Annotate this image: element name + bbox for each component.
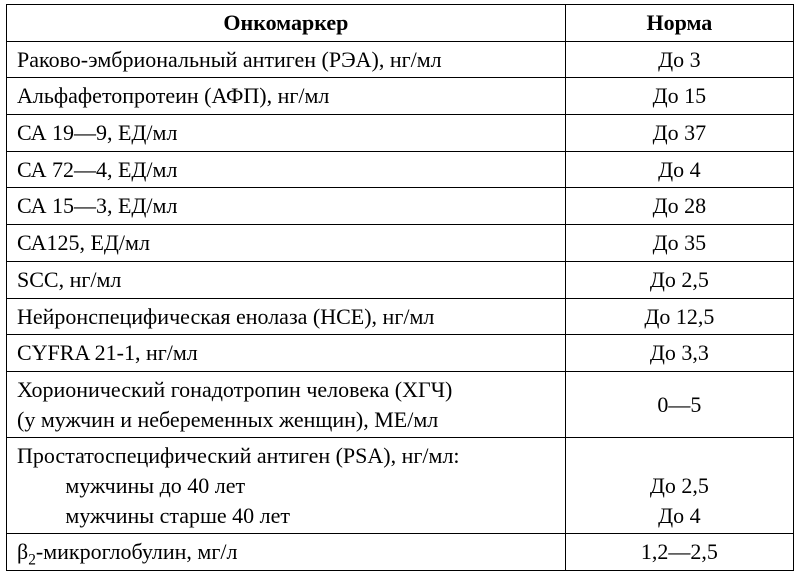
beta-rest: -микроглобулин, мг/л xyxy=(36,539,238,564)
marker-name: СА 15—3, ЕД/мл xyxy=(7,188,566,225)
marker-norm: До 37 xyxy=(565,115,793,152)
table-row: Альфафетопротеин (АФП), нг/мл До 15 xyxy=(7,78,794,115)
marker-name: СА125, ЕД/мл xyxy=(7,225,566,262)
marker-norm: 1,2—2,5 xyxy=(565,534,793,571)
marker-norm: До 3 xyxy=(565,41,793,78)
marker-name: β2-микроглобулин, мг/л xyxy=(7,534,566,571)
table-header-row: Онкомаркер Норма xyxy=(7,5,794,42)
marker-name-line1: Хорионический гонадотропин человека (ХГЧ… xyxy=(17,377,452,402)
marker-name: Хорионический гонадотропин человека (ХГЧ… xyxy=(7,371,566,437)
marker-name: СА 72—4, ЕД/мл xyxy=(7,151,566,188)
marker-norm: До 3,3 xyxy=(565,335,793,372)
table-row: СА125, ЕД/мл До 35 xyxy=(7,225,794,262)
marker-name: Альфафетопротеин (АФП), нг/мл xyxy=(7,78,566,115)
marker-name: SCC, нг/мл xyxy=(7,261,566,298)
col-header-marker: Онкомаркер xyxy=(7,5,566,42)
table-row: СА 19—9, ЕД/мл До 37 xyxy=(7,115,794,152)
psa-title: Простатоспецифический антиген (PSA), нг/… xyxy=(17,443,460,468)
marker-name: Нейронспецифическая енолаза (НСЕ), нг/мл xyxy=(7,298,566,335)
marker-norm: До 28 xyxy=(565,188,793,225)
psa-sub1: мужчины до 40 лет xyxy=(17,471,245,501)
beta-subscript: 2 xyxy=(28,552,36,569)
marker-norm: До 12,5 xyxy=(565,298,793,335)
marker-name: CYFRA 21-1, нг/мл xyxy=(7,335,566,372)
tumor-markers-table: Онкомаркер Норма Раково-эмбриональный ан… xyxy=(6,4,794,571)
table-row: Простатоспецифический антиген (PSA), нг/… xyxy=(7,438,794,534)
marker-name: Простатоспецифический антиген (PSA), нг/… xyxy=(7,438,566,534)
psa-norm2: До 4 xyxy=(658,503,701,528)
table-row: CYFRA 21-1, нг/мл До 3,3 xyxy=(7,335,794,372)
marker-norm: До 2,5 До 4 xyxy=(565,438,793,534)
table-row: SCC, нг/мл До 2,5 xyxy=(7,261,794,298)
table-row: СА 15—3, ЕД/мл До 28 xyxy=(7,188,794,225)
table-row: Хорионический гонадотропин человека (ХГЧ… xyxy=(7,371,794,437)
marker-name-line2: (у мужчин и небеременных женщин), МЕ/мл xyxy=(17,407,438,432)
psa-sub2: мужчины старше 40 лет xyxy=(17,501,290,531)
marker-norm: До 15 xyxy=(565,78,793,115)
marker-name: Раково-эмбриональный антиген (РЭА), нг/м… xyxy=(7,41,566,78)
marker-norm: 0—5 xyxy=(565,371,793,437)
marker-name: СА 19—9, ЕД/мл xyxy=(7,115,566,152)
marker-norm: До 4 xyxy=(565,151,793,188)
marker-norm: До 2,5 xyxy=(565,261,793,298)
col-header-norm: Норма xyxy=(565,5,793,42)
table-row: β2-микроглобулин, мг/л 1,2—2,5 xyxy=(7,534,794,571)
table-row: Нейронспецифическая енолаза (НСЕ), нг/мл… xyxy=(7,298,794,335)
table-row: Раково-эмбриональный антиген (РЭА), нг/м… xyxy=(7,41,794,78)
beta-prefix: β xyxy=(17,539,28,564)
marker-norm: До 35 xyxy=(565,225,793,262)
table-row: СА 72—4, ЕД/мл До 4 xyxy=(7,151,794,188)
psa-norm1: До 2,5 xyxy=(650,473,709,498)
